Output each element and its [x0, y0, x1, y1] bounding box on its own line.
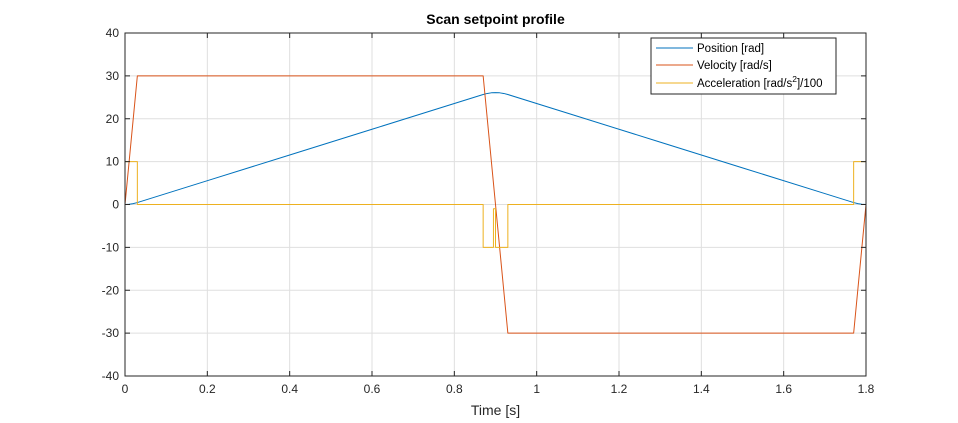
- x-tick-label: 1.4: [693, 382, 710, 396]
- y-tick-label: 20: [106, 112, 120, 126]
- series-lines: [124, 75, 867, 334]
- axis-ticks: 0 0.2 0.4 0.6 0.8 1 1.2 1.4 1.6 1.8 -40 -30 -20 -10 0 1…: [102, 26, 875, 396]
- legend-label-superscript: 2: [792, 74, 797, 84]
- acceleration-series-line: [124, 161, 867, 248]
- x-tick-label: 0.8: [446, 382, 463, 396]
- legend-label-suffix: ]/100: [797, 78, 823, 90]
- velocity-series-line: [124, 75, 867, 334]
- position-series-line: [124, 92, 867, 205]
- legend: Position [rad] Velocity [rad/s] Accelerati…: [650, 37, 837, 95]
- x-tick-label: 0.6: [364, 382, 381, 396]
- legend-entry-velocity-label: Velocity [rad/s]: [697, 60, 772, 72]
- x-tick-label: 0: [122, 382, 129, 396]
- y-tick-label: -40: [102, 369, 120, 383]
- y-tick-label: 10: [106, 155, 120, 169]
- chart-title: Scan setpoint profile: [426, 11, 565, 27]
- y-tick-label: -10: [102, 240, 120, 254]
- legend-entry-acceleration-label: Acceleration [rad/s2]/100: [697, 74, 823, 90]
- x-tick-label: 1: [533, 382, 540, 396]
- legend-entry-position-label: Position [rad]: [697, 43, 764, 55]
- x-tick-label: 1.8: [858, 382, 875, 396]
- y-tick-label: 0: [112, 198, 119, 212]
- y-tick-label: 30: [106, 69, 120, 83]
- x-tick-label: 1.6: [775, 382, 792, 396]
- legend-label-prefix: Acceleration [rad/s: [697, 78, 792, 90]
- y-tick-label: -20: [102, 283, 120, 297]
- x-axis-label: Time [s]: [471, 402, 520, 418]
- y-tick-label: -30: [102, 326, 120, 340]
- y-tick-label: 40: [106, 26, 120, 40]
- x-tick-label: 0.2: [199, 382, 216, 396]
- legend-box: [650, 37, 837, 95]
- x-tick-label: 0.4: [281, 382, 298, 396]
- x-tick-label: 1.2: [611, 382, 628, 396]
